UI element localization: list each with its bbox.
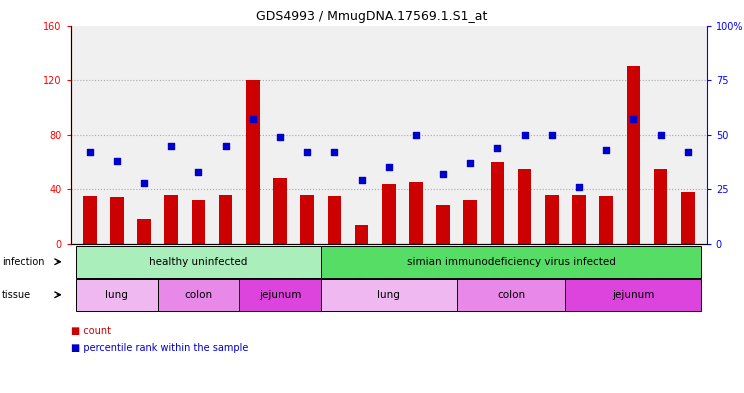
Point xyxy=(437,171,449,177)
Text: colon: colon xyxy=(185,290,213,300)
Bar xyxy=(219,195,232,244)
Text: jejunum: jejunum xyxy=(612,290,655,300)
Text: ■ percentile rank within the sample: ■ percentile rank within the sample xyxy=(71,343,248,353)
Bar xyxy=(301,195,314,244)
Text: lung: lung xyxy=(377,290,400,300)
Point xyxy=(410,131,422,138)
Bar xyxy=(192,200,205,244)
Bar xyxy=(491,162,504,244)
Point xyxy=(573,184,585,190)
Bar xyxy=(327,196,341,244)
Text: infection: infection xyxy=(2,257,45,267)
Point xyxy=(492,145,504,151)
Point xyxy=(193,169,205,175)
Text: GDS4993 / MmugDNA.17569.1.S1_at: GDS4993 / MmugDNA.17569.1.S1_at xyxy=(257,10,487,23)
Point xyxy=(84,149,96,155)
Text: lung: lung xyxy=(106,290,128,300)
Point xyxy=(382,164,394,171)
Point xyxy=(247,116,259,123)
Bar xyxy=(355,224,368,244)
Bar xyxy=(164,195,178,244)
Bar xyxy=(681,192,695,244)
Bar xyxy=(626,66,640,244)
Point xyxy=(138,180,150,186)
Point xyxy=(600,147,612,153)
Bar xyxy=(654,169,667,244)
Point xyxy=(464,160,476,166)
Point xyxy=(111,158,123,164)
Bar xyxy=(273,178,286,244)
Text: ■ count: ■ count xyxy=(71,325,111,336)
Bar xyxy=(600,196,613,244)
Point xyxy=(328,149,340,155)
Point xyxy=(356,177,368,184)
Point xyxy=(301,149,313,155)
Bar xyxy=(110,197,124,244)
Bar xyxy=(572,195,586,244)
Text: simian immunodeficiency virus infected: simian immunodeficiency virus infected xyxy=(407,257,615,267)
Bar xyxy=(436,206,450,244)
Bar xyxy=(545,195,559,244)
Point xyxy=(519,131,530,138)
Text: colon: colon xyxy=(497,290,525,300)
Bar xyxy=(464,200,477,244)
Point xyxy=(655,131,667,138)
Bar xyxy=(246,80,260,244)
Bar xyxy=(382,184,396,244)
Text: healthy uninfected: healthy uninfected xyxy=(150,257,248,267)
Bar xyxy=(409,182,423,244)
Bar xyxy=(138,219,151,244)
Bar xyxy=(83,196,97,244)
Point xyxy=(546,131,558,138)
Point xyxy=(274,134,286,140)
Point xyxy=(627,116,639,123)
Bar xyxy=(518,169,531,244)
Point xyxy=(682,149,693,155)
Point xyxy=(219,142,231,149)
Point xyxy=(165,142,177,149)
Text: tissue: tissue xyxy=(2,290,31,300)
Text: jejunum: jejunum xyxy=(259,290,301,300)
